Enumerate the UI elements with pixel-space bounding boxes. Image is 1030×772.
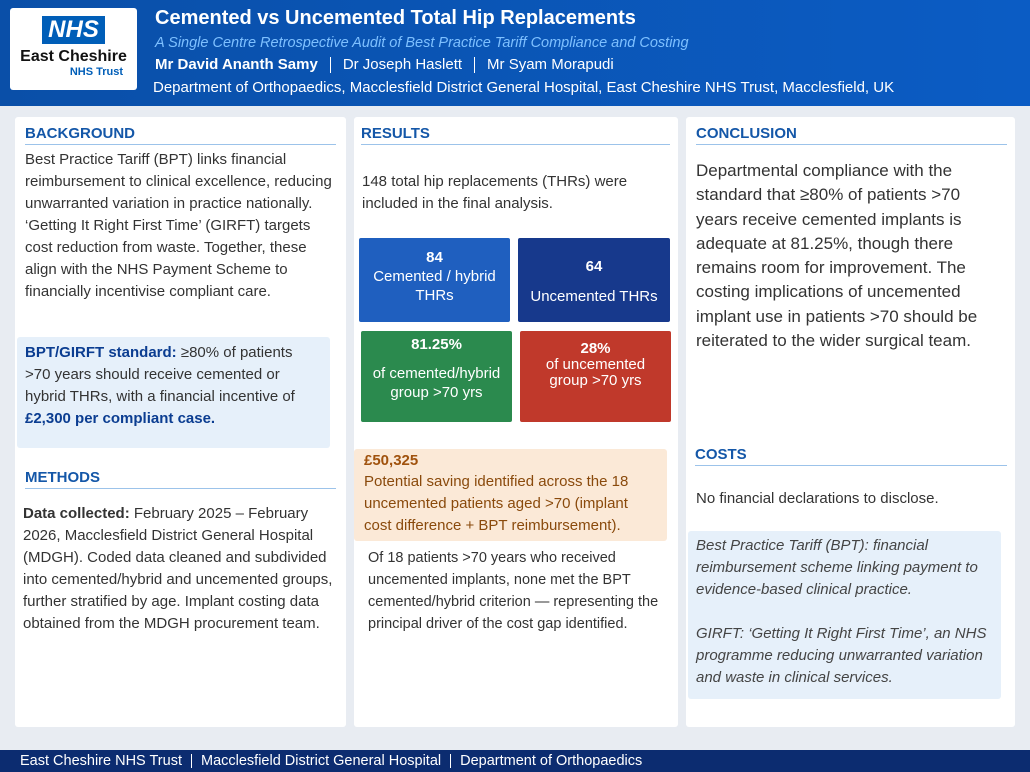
heading: COSTS (695, 446, 1007, 466)
author: Mr Syam Morapudi (474, 57, 626, 73)
label: BPT/GIRFT standard: (25, 344, 177, 361)
heading: RESULTS (361, 125, 670, 145)
right-panel: CONCLUSION Departmental compliance with … (686, 117, 1015, 727)
text: Departmental compliance with the standar… (696, 161, 978, 351)
footer-item: Department of Orthopaedics (450, 754, 651, 768)
text: Of 18 patients >70 years who received un… (368, 550, 659, 632)
glossary: Best Practice Tariff (BPT): financial re… (688, 531, 1001, 699)
saving-box: £50,325 Potential saving identified acro… (354, 449, 667, 541)
text: Data collected: February 2025 – February… (23, 503, 341, 635)
authors: Mr David Ananth Samy Dr Joseph Haslett M… (155, 57, 626, 73)
glossary-item: GIRFT: ‘Getting It Right First Time’, an… (696, 625, 987, 686)
glossary-item: Best Practice Tariff (BPT): financial re… (696, 537, 978, 598)
stat-label: of uncemented group >70 yrs (545, 356, 646, 389)
stat-box: 84 Cemented / hybrid THRs (359, 238, 510, 322)
left-panel: BACKGROUND Best Practice Tariff (BPT) li… (15, 117, 346, 727)
heading: BACKGROUND (25, 125, 336, 145)
label: Data collected: (23, 505, 130, 522)
logo: NHS East Cheshire NHS Trust (10, 8, 137, 90)
logo-trust: NHS Trust (69, 66, 123, 78)
footer-item: Macclesfield District General Hospital (190, 754, 450, 768)
standard-box: BPT/GIRFT standard: ≥80% of patients >70… (17, 337, 330, 448)
heading: CONCLUSION (696, 125, 1007, 145)
text: No financial declarations to disclose. (696, 490, 939, 507)
footer-item: East Cheshire NHS Trust (20, 753, 182, 769)
heading: METHODS (25, 469, 336, 489)
stat-value: 28% (580, 340, 611, 357)
header (0, 0, 1030, 106)
stat-value: 81.25% (411, 336, 462, 353)
text: 148 total hip replacements (THRs) were i… (362, 173, 628, 212)
affiliation: Department of Orthopaedics, Macclesfield… (153, 79, 895, 96)
stat-label: of cemented/hybrid group >70 yrs (372, 365, 501, 401)
saving-value: £50,325 (364, 452, 419, 469)
subtitle: A Single Centre Retrospective Audit of B… (155, 35, 689, 51)
stat-label: Cemented / hybrid THRs (373, 268, 496, 304)
stat-box: 28% of uncemented group >70 yrs (520, 331, 671, 422)
saving-text: Potential saving identified across the 1… (364, 473, 629, 534)
text: Best Practice Tariff (BPT) links financi… (25, 151, 332, 300)
text: February 2025 – February 2026, Macclesfi… (23, 505, 333, 632)
emphasis: £2,300 per compliant case. (25, 410, 216, 427)
footer: East Cheshire NHS Trust Macclesfield Dis… (0, 750, 1030, 772)
logo-nhs: NHS (42, 16, 105, 44)
logo-org: East Cheshire (20, 48, 127, 65)
author: Mr David Ananth Samy (155, 56, 318, 73)
title: Cemented vs Uncemented Total Hip Replace… (155, 7, 636, 29)
stat-box: 64 Uncemented THRs (518, 238, 670, 322)
author: Dr Joseph Haslett (329, 57, 474, 73)
stat-value: 64 (585, 258, 603, 275)
stat-value: 84 (426, 249, 443, 266)
stat-box: 81.25% of cemented/hybrid group >70 yrs (361, 331, 512, 422)
text: ≥80% of patients >70 years should receiv… (25, 344, 295, 405)
middle-panel: RESULTS 148 total hip replacements (THRs… (354, 117, 678, 727)
stat-label: Uncemented THRs (530, 288, 658, 305)
